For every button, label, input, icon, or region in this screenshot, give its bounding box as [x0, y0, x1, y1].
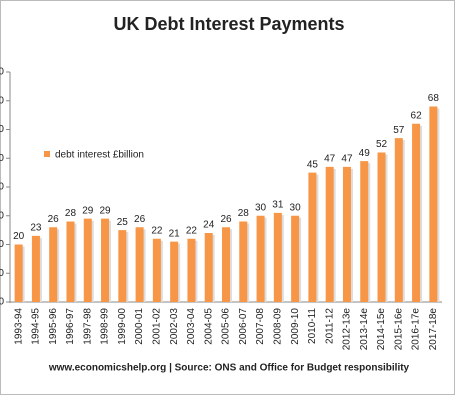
- value-label: 20: [13, 231, 25, 242]
- x-tick-label: 2017-18e: [428, 308, 439, 351]
- bar: [204, 233, 213, 302]
- value-label: 57: [393, 125, 405, 136]
- x-tick-label: 1997-98: [82, 308, 93, 345]
- y-tick-label: 60: [0, 124, 4, 135]
- x-tick-label: 1998-99: [100, 308, 111, 345]
- y-tick-label: 0: [0, 297, 4, 308]
- chart-frame: [0, 0, 455, 395]
- x-tick-label: 2005-06: [221, 308, 232, 345]
- bar: [83, 218, 92, 302]
- x-tick-label: 1996-97: [65, 308, 76, 345]
- bar: [256, 215, 265, 302]
- bar: [66, 221, 75, 302]
- value-label: 29: [99, 205, 111, 216]
- bar: [49, 227, 58, 302]
- x-tick-label: 1999-00: [117, 308, 128, 345]
- legend-swatch: [44, 151, 50, 157]
- bar: [394, 138, 403, 302]
- x-tick-label: 2010-11: [307, 308, 318, 344]
- y-tick-label: 70: [0, 95, 4, 106]
- legend-label: debt interest £billion: [55, 150, 144, 161]
- value-label: 30: [290, 202, 302, 213]
- bar: [135, 227, 144, 302]
- value-label: 49: [359, 148, 371, 159]
- value-label: 62: [411, 110, 423, 121]
- value-label: 25: [117, 217, 129, 228]
- value-label: 30: [255, 202, 267, 213]
- x-tick-label: 2013-14e: [359, 308, 370, 351]
- value-label: 26: [48, 214, 60, 225]
- bar: [377, 152, 386, 302]
- y-tick-label: 40: [0, 182, 4, 193]
- value-label: 47: [324, 154, 336, 165]
- bar: [118, 230, 127, 302]
- y-tick-label: 50: [0, 153, 4, 164]
- x-tick-label: 2009-10: [290, 308, 301, 345]
- bar: [412, 123, 421, 302]
- bar: [342, 166, 351, 302]
- value-label: 31: [272, 200, 284, 211]
- y-tick-label: 80: [0, 67, 4, 78]
- x-tick-label: 2000-01: [134, 308, 145, 345]
- x-tick-label: 1993-94: [13, 308, 24, 345]
- x-tick-label: 2008-09: [272, 308, 283, 345]
- bar: [31, 235, 40, 302]
- value-label: 26: [134, 214, 146, 225]
- chart-title: UK Debt Interest Payments: [113, 14, 344, 34]
- value-label: 23: [30, 223, 42, 234]
- bar: [308, 172, 317, 302]
- value-label: 28: [238, 208, 250, 219]
- x-tick-label: 2006-07: [238, 308, 249, 345]
- value-label: 52: [376, 139, 388, 150]
- bar: [273, 212, 282, 302]
- x-tick-label: 2016-17e: [411, 308, 422, 351]
- x-tick-label: 2003-04: [186, 308, 197, 345]
- value-label: 22: [186, 225, 198, 236]
- bar: [152, 238, 161, 302]
- value-label: 24: [203, 220, 215, 231]
- value-label: 47: [341, 154, 353, 165]
- y-tick-label: 20: [0, 239, 4, 250]
- bar: [239, 221, 248, 302]
- bar: [222, 227, 230, 302]
- bar: [101, 218, 110, 302]
- bar: [14, 244, 23, 302]
- x-tick-label: 2002-03: [169, 308, 180, 345]
- y-tick-label: 10: [0, 268, 4, 279]
- bar: [360, 161, 369, 302]
- value-label: 29: [82, 205, 94, 216]
- x-tick-label: 1994-95: [31, 308, 42, 345]
- x-tick-label: 2001-02: [152, 308, 163, 345]
- x-tick-label: 2015-16e: [393, 308, 404, 351]
- value-label: 68: [428, 93, 440, 104]
- value-label: 22: [151, 225, 163, 236]
- footer: www.economicshelp.org | Source: ONS and …: [48, 363, 410, 374]
- x-tick-label: 2011-12: [324, 308, 335, 344]
- x-tick-label: 2014-15e: [376, 308, 387, 351]
- value-label: 21: [169, 228, 181, 239]
- x-tick-label: 1995-96: [48, 308, 59, 345]
- bar: [291, 215, 300, 302]
- value-label: 26: [220, 214, 232, 225]
- value-label: 45: [307, 159, 319, 170]
- bar: [325, 166, 334, 302]
- x-tick-label: 2004-05: [203, 308, 214, 345]
- y-tick-label: 30: [0, 210, 4, 221]
- x-tick-label: 2012-13e: [342, 308, 353, 351]
- bar: [187, 238, 196, 302]
- value-label: 28: [65, 208, 77, 219]
- bar: [170, 241, 179, 302]
- bar: [429, 106, 438, 302]
- x-tick-label: 2007-08: [255, 308, 266, 345]
